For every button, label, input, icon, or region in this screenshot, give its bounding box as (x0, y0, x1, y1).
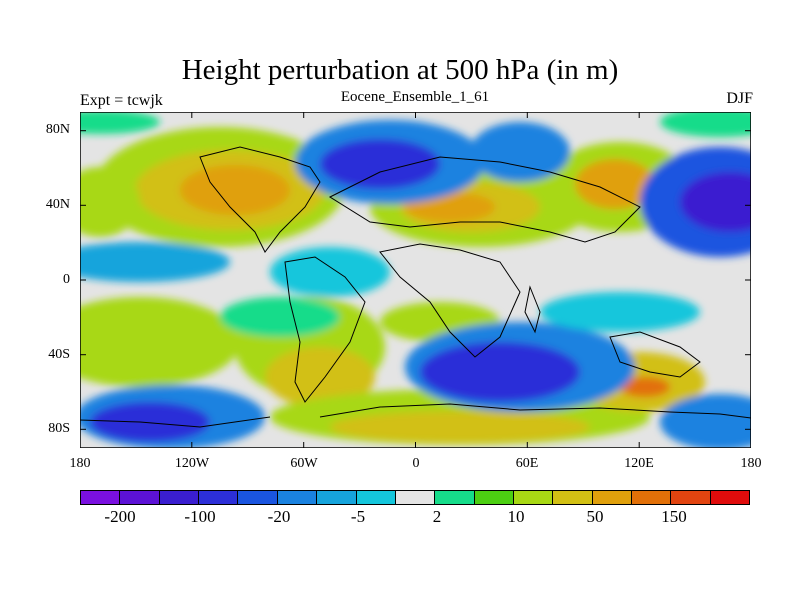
lon-label-60w: 60W (290, 456, 318, 471)
colorbar-label: 50 (586, 507, 604, 526)
colorbar-box (710, 491, 750, 504)
colorbar-box (199, 491, 239, 504)
colorbar (80, 490, 750, 505)
experiment-label: Expt = tcwjk (80, 92, 163, 109)
colorbar-label: -5 (350, 507, 366, 526)
chart-title: Height perturbation at 500 hPa (in m) (181, 54, 619, 86)
colorbar-box (474, 491, 514, 504)
colorbar-box (356, 491, 396, 504)
colorbar-box (81, 491, 121, 504)
colorbar-box (317, 491, 357, 504)
lon-label-120w: 120W (174, 456, 210, 471)
lon-label-60e: 60E (515, 456, 539, 471)
colorbar-box (120, 491, 160, 504)
lat-label-0: 0 (63, 272, 70, 287)
colorbar-box (553, 491, 593, 504)
colorbar-label: 10 (507, 507, 525, 526)
colorbar-box (238, 491, 278, 504)
lat-label-40n: 40N (45, 197, 70, 212)
colorbar-label: -200 (104, 507, 136, 526)
lon-label-180w: 180 (69, 456, 91, 471)
lon-label-120e: 120E (624, 456, 654, 471)
ensemble-label: Eocene_Ensemble_1_61 (340, 89, 490, 105)
lat-label-40s: 40S (48, 347, 70, 362)
colorbar-label: -100 (184, 507, 216, 526)
height-perturbation-map (80, 112, 751, 448)
colorbar-box (277, 491, 318, 504)
colorbar-box (632, 491, 672, 504)
colorbar-box (395, 491, 436, 504)
lat-label-80s: 80S (48, 421, 70, 436)
colorbar-box (513, 491, 554, 504)
colorbar-label: -20 (267, 507, 291, 526)
colorbar-box (159, 491, 200, 504)
colorbar-label: 150 (661, 507, 687, 526)
colorbar-box (671, 491, 711, 504)
lon-label-180e: 180 (740, 456, 762, 471)
colorbar-label: 2 (432, 507, 442, 526)
colorbar-box (435, 491, 475, 504)
lon-label-0: 0 (412, 456, 420, 471)
colorbar-box (592, 491, 633, 504)
lat-label-80n: 80N (45, 122, 70, 137)
season-label: DJF (726, 90, 753, 107)
